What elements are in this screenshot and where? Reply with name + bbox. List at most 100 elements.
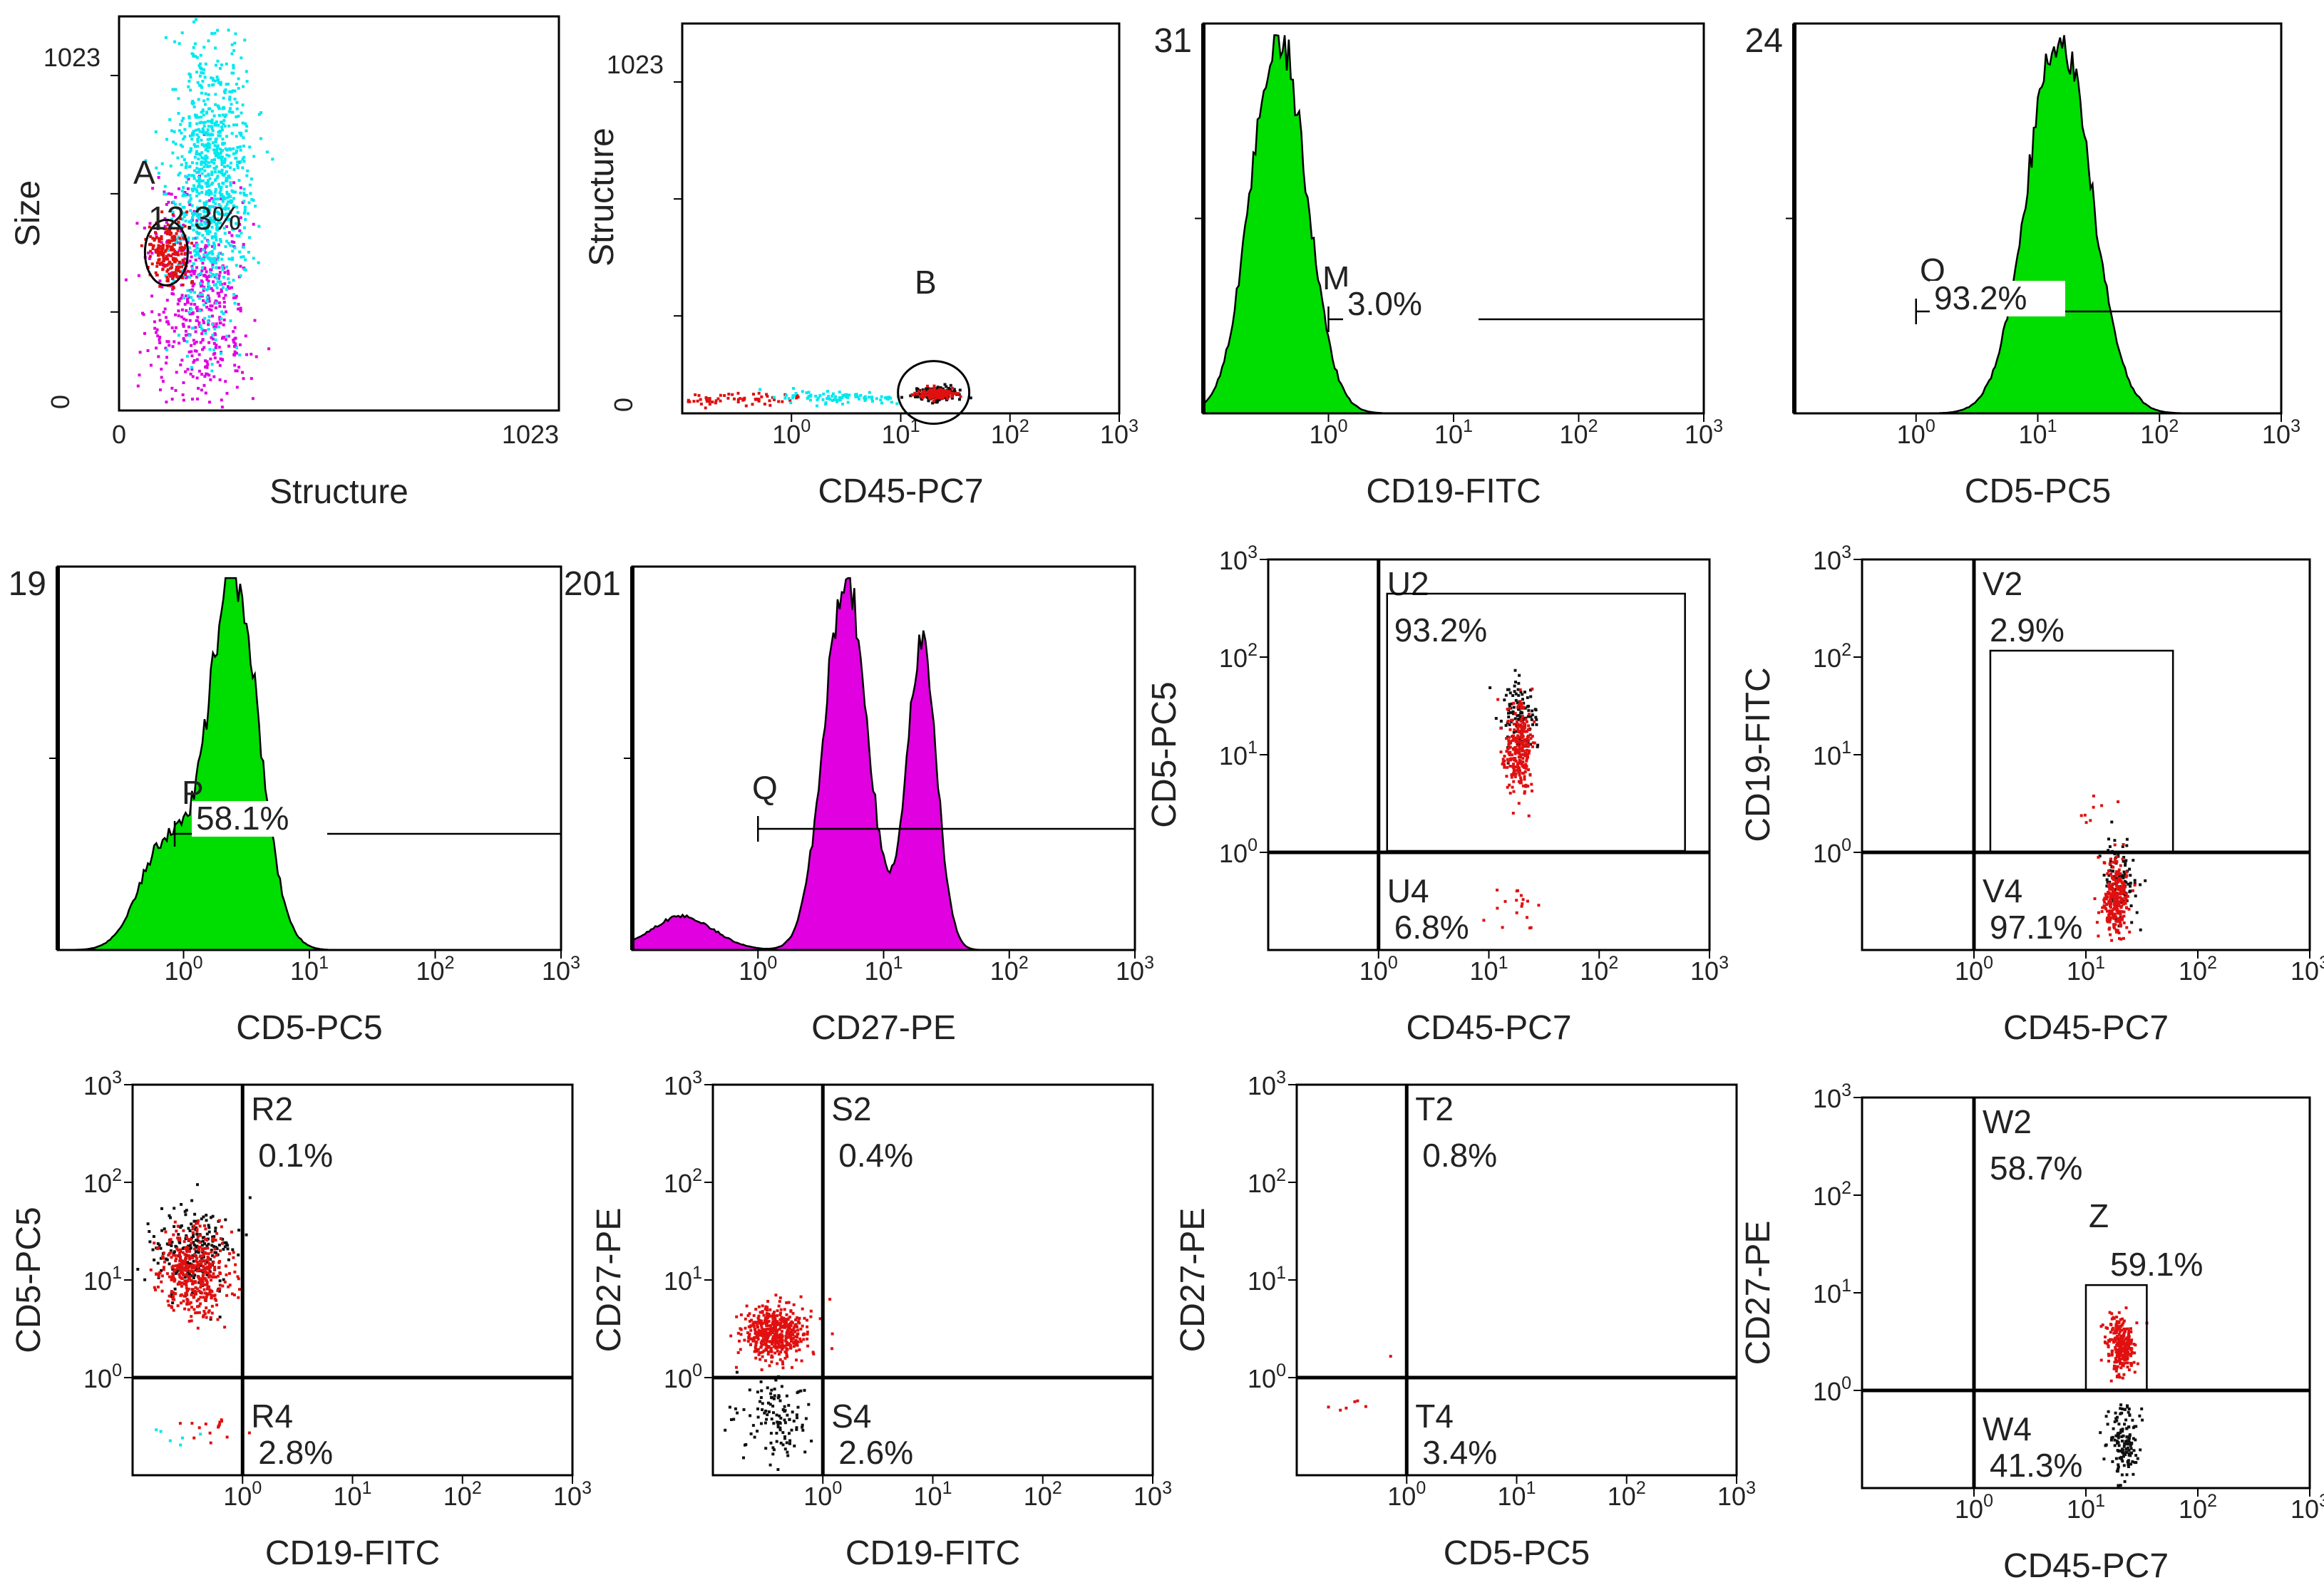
p10-event-red bbox=[794, 1318, 798, 1321]
p7-event-black bbox=[1517, 681, 1521, 685]
p7-event-black bbox=[1514, 698, 1518, 702]
p11-event-red bbox=[1356, 1399, 1359, 1403]
p12-event-black bbox=[2126, 1446, 2129, 1450]
p1-event-magenta bbox=[220, 398, 223, 402]
p1-event-magenta bbox=[213, 351, 217, 355]
p1-event-cyan bbox=[216, 258, 220, 262]
p10-event-red bbox=[767, 1334, 771, 1337]
p2-event-black bbox=[939, 386, 942, 389]
p8-event-red bbox=[2106, 872, 2109, 875]
p8-gate-lower-percent: 97.1% bbox=[1990, 909, 2082, 946]
p1-event-cyan bbox=[213, 158, 216, 162]
p2-event-red bbox=[940, 396, 943, 400]
p10-event-red bbox=[739, 1328, 743, 1331]
p9-event-red bbox=[183, 1307, 187, 1311]
p12-event-black bbox=[2116, 1470, 2119, 1473]
p8-event-black bbox=[2127, 882, 2130, 886]
p10-event-red bbox=[779, 1311, 782, 1315]
p2-event-red bbox=[766, 395, 769, 398]
p9-event-red bbox=[203, 1259, 207, 1262]
p10-event-black bbox=[781, 1408, 785, 1411]
p2-event-red bbox=[947, 390, 951, 393]
p1-event-red bbox=[183, 247, 186, 249]
p12-event-red bbox=[2130, 1338, 2134, 1342]
p9-event-red bbox=[185, 1269, 188, 1272]
p8-event-black bbox=[2114, 887, 2117, 891]
p1-xaxis-title: Structure bbox=[269, 473, 408, 511]
p12-event-black bbox=[2102, 1457, 2106, 1461]
p9-event-red bbox=[203, 1276, 207, 1280]
p1-event-cyan bbox=[207, 287, 210, 291]
p9-ytick-label: 102 bbox=[83, 1165, 122, 1198]
p10-event-red bbox=[787, 1342, 791, 1346]
p1-event-cyan bbox=[196, 145, 200, 148]
p12-event-black bbox=[2127, 1463, 2130, 1467]
p7-event-red bbox=[1516, 744, 1519, 748]
p7-event-red bbox=[1513, 758, 1516, 762]
p10-event-black bbox=[756, 1407, 759, 1410]
p1-event-red bbox=[172, 243, 175, 246]
p12-event-black bbox=[2113, 1444, 2117, 1447]
p7-event-red bbox=[1520, 718, 1523, 721]
p10-event-black bbox=[801, 1428, 805, 1432]
p12-event-red bbox=[2130, 1347, 2134, 1351]
p7-event-red bbox=[1507, 743, 1511, 746]
p9-event-black bbox=[202, 1215, 205, 1219]
p10-event-red bbox=[736, 1351, 740, 1354]
p10-ytick-label: 103 bbox=[664, 1068, 702, 1100]
p12-event-red bbox=[2122, 1333, 2125, 1336]
p1-event-magenta bbox=[158, 338, 161, 341]
p2-event-cyan bbox=[791, 396, 795, 400]
p8-event-red bbox=[2122, 914, 2126, 918]
p1-event-cyan bbox=[215, 138, 218, 140]
p4-xtick-label: 103 bbox=[2262, 416, 2300, 449]
p1-event-cyan bbox=[205, 296, 209, 299]
p8-event-black bbox=[2124, 862, 2127, 865]
p7-event-red bbox=[1523, 754, 1527, 758]
p1-event-cyan bbox=[171, 210, 175, 214]
p8-event-black bbox=[2139, 883, 2142, 887]
p9-event-red bbox=[194, 1311, 197, 1315]
p1-event-cyan bbox=[177, 112, 180, 115]
p9-event-red bbox=[210, 1279, 212, 1282]
p1-event-magenta bbox=[171, 345, 175, 348]
p1-event-red bbox=[158, 262, 162, 265]
p7-event-red bbox=[1522, 771, 1526, 775]
p2-event-black bbox=[914, 395, 917, 398]
p9-event-red bbox=[190, 1255, 193, 1259]
p10-event-black bbox=[771, 1396, 773, 1400]
p7-event-red bbox=[1505, 737, 1508, 740]
p7-event-red bbox=[1512, 768, 1516, 771]
p8-event-red bbox=[2102, 861, 2106, 864]
p1-event-cyan bbox=[217, 156, 220, 160]
p1-event-cyan bbox=[190, 267, 194, 270]
p9-event-red bbox=[190, 1422, 194, 1425]
p1-event-magenta bbox=[217, 301, 221, 304]
p7-event-black bbox=[1516, 701, 1519, 705]
p1-event-red bbox=[172, 275, 175, 279]
p10-event-red bbox=[772, 1341, 776, 1344]
p1-event-magenta bbox=[211, 262, 215, 266]
p9-event-black bbox=[205, 1214, 208, 1217]
p10-event-black bbox=[759, 1380, 763, 1383]
p7-event-red bbox=[1501, 758, 1505, 761]
p1-event-cyan bbox=[197, 216, 200, 220]
p12-event-black bbox=[2124, 1418, 2128, 1422]
p12-event-black bbox=[2109, 1438, 2113, 1442]
p1-event-cyan bbox=[200, 266, 204, 269]
p12-event-red bbox=[2129, 1354, 2133, 1358]
p1-event-magenta bbox=[222, 305, 226, 309]
p1-event-magenta bbox=[200, 332, 204, 336]
p1-event-cyan bbox=[187, 173, 190, 177]
p1-event-cyan bbox=[204, 92, 207, 95]
p2-event-black bbox=[920, 398, 924, 401]
p2-xtick-label: 101 bbox=[882, 416, 920, 449]
p12-event-red bbox=[2108, 1311, 2112, 1314]
p2-event-black bbox=[915, 389, 919, 393]
p1-event-red bbox=[170, 254, 173, 257]
p1-event-cyan bbox=[191, 100, 195, 103]
p2-event-cyan bbox=[843, 393, 846, 397]
p9-event-red bbox=[202, 1313, 205, 1317]
p2-event-red bbox=[928, 390, 932, 393]
p8-event-red bbox=[2083, 813, 2087, 817]
